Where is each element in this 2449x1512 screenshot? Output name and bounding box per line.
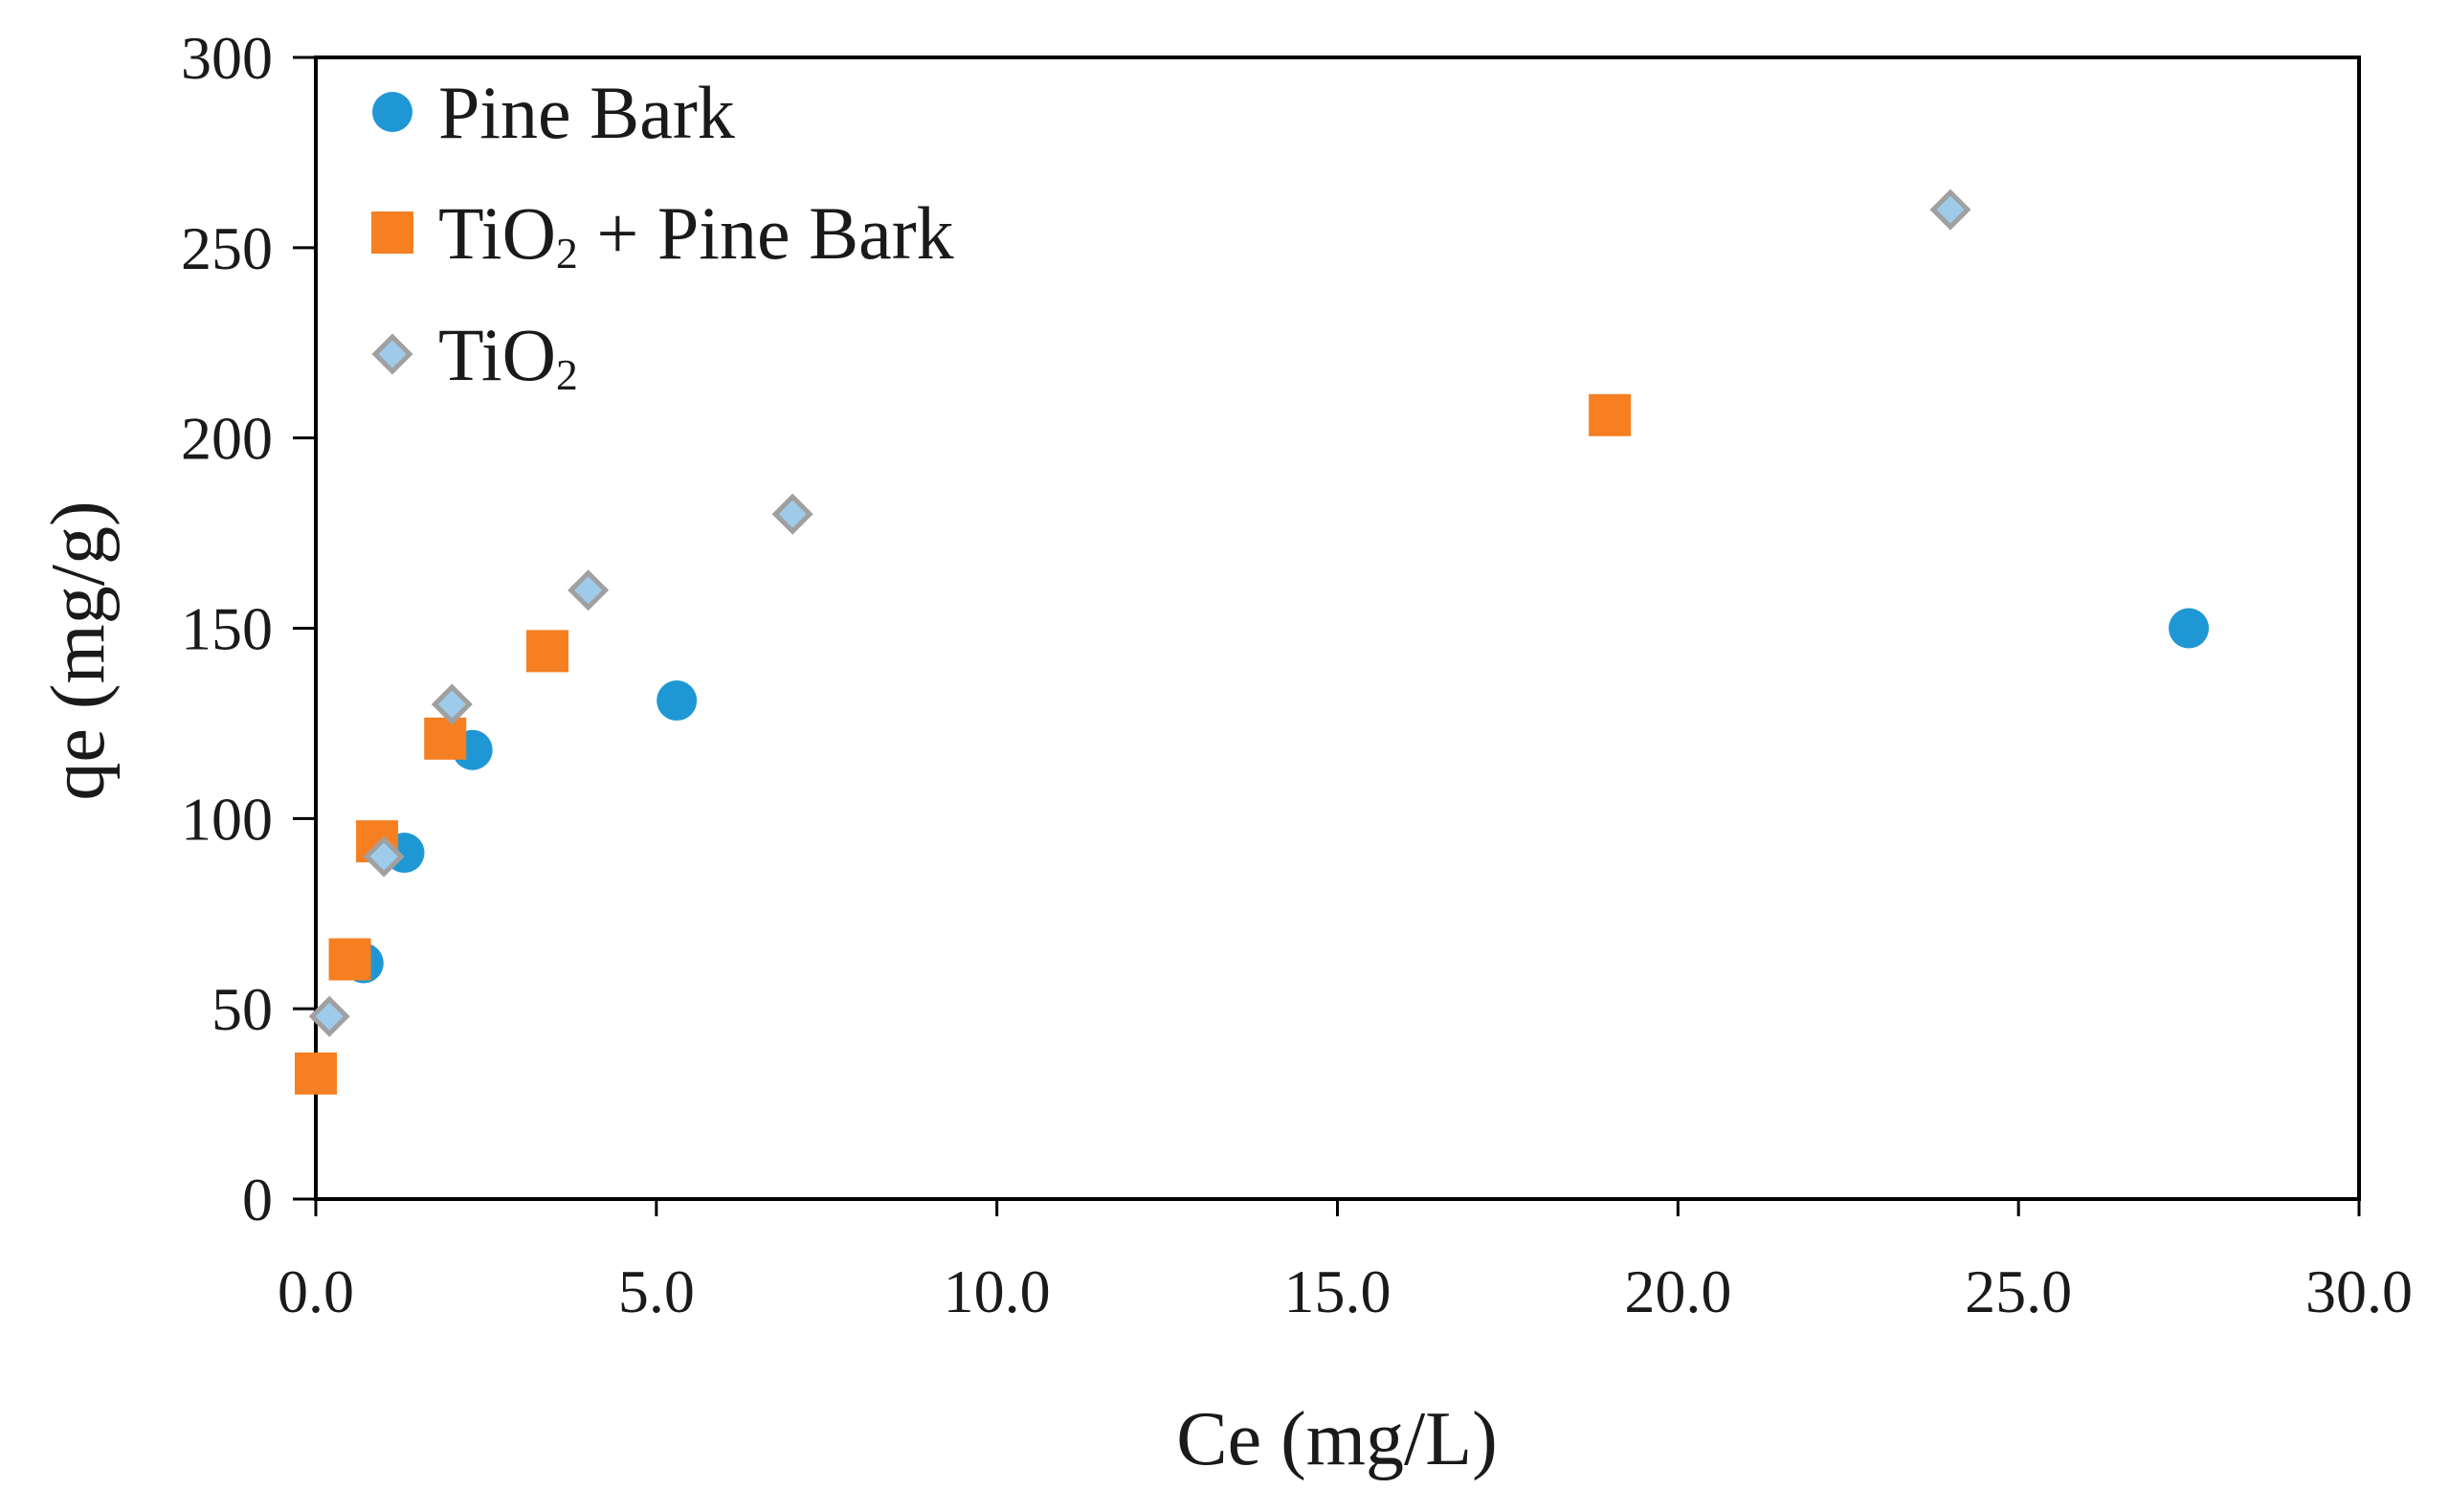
data-point xyxy=(424,717,467,760)
x-tick-label: 10.0 xyxy=(944,1257,1051,1325)
series-tio2-pine-bark xyxy=(295,393,1632,1095)
data-points xyxy=(295,189,2210,1095)
data-point xyxy=(328,938,371,981)
data-point xyxy=(295,1052,337,1095)
y-tick-label: 50 xyxy=(212,975,273,1043)
legend-label: TiO2 + Pine Bark xyxy=(438,191,954,278)
x-tick-label: 5.0 xyxy=(618,1257,695,1325)
legend-item: TiO2 + Pine Bark xyxy=(371,191,954,278)
x-tick-label: 20.0 xyxy=(1624,1257,1731,1325)
x-tick-label: 15.0 xyxy=(1284,1257,1391,1325)
data-point xyxy=(2169,608,2210,649)
y-axis-title: qe (mg/g) xyxy=(36,500,121,800)
y-tick-label: 300 xyxy=(181,24,273,92)
y-tick-label: 0 xyxy=(242,1166,273,1234)
legend-marker xyxy=(371,333,413,375)
x-tick-label: 25.0 xyxy=(1965,1257,2072,1325)
y-axis-ticks: 0 50 100 150 200 250 300 xyxy=(181,24,316,1234)
legend-marker xyxy=(371,211,413,254)
x-tick-label: 0.0 xyxy=(278,1257,354,1325)
x-axis-ticks: 0.0 5.0 10.0 15.0 20.0 25.0 30.0 xyxy=(278,1199,2413,1325)
data-point xyxy=(308,995,350,1037)
data-point xyxy=(363,835,405,878)
x-axis-title: Ce (mg/L) xyxy=(1176,1397,1497,1481)
data-point xyxy=(1929,189,1971,231)
legend-item: Pine Bark xyxy=(372,71,735,154)
series-pine-bark xyxy=(343,608,2210,984)
y-tick-label: 200 xyxy=(181,405,273,473)
legend-label: Pine Bark xyxy=(438,71,735,154)
legend: Pine Bark TiO2 + Pine Bark TiO2 xyxy=(371,71,954,399)
data-point xyxy=(1589,393,1632,436)
data-point xyxy=(657,680,698,722)
plot-area xyxy=(314,56,2361,1201)
y-tick-label: 150 xyxy=(181,595,273,663)
legend-label: TiO2 xyxy=(438,313,578,399)
data-point xyxy=(771,493,813,535)
data-point xyxy=(525,630,568,673)
data-point xyxy=(568,569,610,611)
legend-item: TiO2 xyxy=(371,313,578,399)
legend-marker xyxy=(372,92,412,132)
y-tick-label: 100 xyxy=(181,785,273,853)
y-tick-label: 250 xyxy=(181,214,273,282)
data-point xyxy=(431,683,473,725)
series-tio2 xyxy=(308,189,1971,1037)
x-tick-label: 30.0 xyxy=(2305,1257,2413,1325)
